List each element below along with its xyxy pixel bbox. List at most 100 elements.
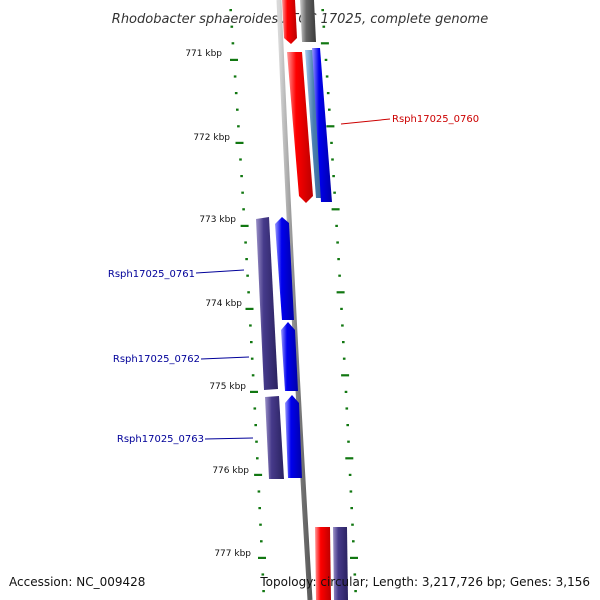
left-ruler-tick — [254, 424, 257, 427]
right-ruler-tick — [341, 324, 344, 327]
tick-label-773: 773 kbp — [199, 215, 236, 225]
left-scale-ruler — [229, 9, 266, 593]
left-ruler-tick — [240, 175, 243, 178]
right-ruler-tick — [330, 141, 333, 144]
genome-backbone — [276, 0, 313, 600]
left-ruler-tick — [253, 407, 257, 410]
gene-label-0762[interactable]: Rsph17025_0762 — [113, 354, 200, 365]
right-ruler-tick — [346, 424, 349, 427]
left-ruler-tick — [250, 357, 254, 360]
right-ruler-tick — [344, 390, 348, 393]
right-ruler-tick — [335, 224, 338, 227]
gene-feature-navy-bottom[interactable] — [333, 527, 348, 600]
right-ruler-tick — [350, 556, 358, 559]
right-ruler-tick — [349, 490, 353, 493]
left-ruler-tick — [258, 556, 266, 559]
leader-line-0762 — [200, 356, 250, 360]
left-ruler-tick — [260, 540, 263, 543]
gene-feature-navy-0763[interactable] — [265, 396, 284, 479]
gene-feature-red-top[interactable] — [282, 0, 297, 44]
left-ruler-tick — [230, 25, 234, 28]
left-ruler-tick — [234, 92, 238, 95]
left-ruler-tick — [249, 324, 252, 327]
genome-title: Rhodobacter sphaeroides ATCC 17025, comp… — [112, 12, 488, 27]
left-ruler-tick — [236, 108, 239, 111]
left-ruler-tick — [262, 590, 265, 593]
gene-label-0761[interactable]: Rsph17025_0761 — [108, 269, 195, 280]
gene-label-0760[interactable]: Rsph17025_0760 — [392, 114, 479, 125]
topology-label: Topology: circular; Length: 3,217,726 bp… — [259, 575, 590, 589]
left-ruler-tick — [258, 507, 261, 510]
right-ruler-tick — [336, 291, 345, 294]
right-ruler-tick — [324, 58, 328, 61]
left-ruler-tick — [237, 125, 240, 128]
left-ruler-tick — [250, 390, 258, 393]
right-scale-ruler — [320, 9, 358, 593]
right-ruler-tick — [336, 241, 339, 244]
gene-cluster-middle — [256, 217, 302, 479]
gene-feature-grey-top[interactable] — [300, 0, 316, 42]
gene-feature-blue-0762[interactable] — [281, 322, 298, 391]
right-ruler-tick — [338, 274, 341, 277]
leader-line-0761 — [195, 269, 245, 274]
left-ruler-tick — [240, 224, 249, 227]
right-ruler-tick — [352, 540, 355, 543]
left-ruler-tick — [257, 490, 261, 493]
left-ruler-tick — [251, 374, 255, 377]
right-ruler-tick — [322, 25, 326, 28]
gene-feature-blue-0761[interactable] — [275, 217, 294, 320]
left-ruler-tick — [255, 440, 258, 443]
right-ruler-tick — [350, 507, 353, 510]
left-ruler-tick — [244, 241, 247, 244]
gene-cluster-top — [282, 0, 332, 203]
gene-feature-red-bottom[interactable] — [315, 527, 331, 600]
tick-label-772: 772 kbp — [193, 133, 230, 143]
left-ruler-tick — [231, 42, 235, 45]
right-ruler-tick — [337, 258, 340, 261]
right-ruler-tick — [341, 374, 350, 377]
gene-feature-blue-0760[interactable] — [312, 48, 332, 202]
right-ruler-tick — [348, 473, 352, 476]
gene-cluster-bottom — [315, 527, 348, 600]
tick-label-776: 776 kbp — [212, 466, 249, 476]
leader-line-0760 — [340, 118, 391, 125]
right-ruler-tick — [320, 42, 329, 45]
tick-label-771: 771 kbp — [185, 49, 222, 59]
right-ruler-tick — [340, 307, 343, 310]
right-ruler-tick — [342, 357, 346, 360]
gene-label-0763[interactable]: Rsph17025_0763 — [117, 434, 204, 445]
tick-labels: 771 kbp 772 kbp 773 kbp 774 kbp 775 kbp … — [185, 49, 251, 559]
right-ruler-tick — [351, 523, 354, 526]
tick-label-774: 774 kbp — [205, 299, 242, 309]
right-ruler-tick — [328, 108, 331, 111]
left-ruler-tick — [230, 58, 238, 61]
right-ruler-tick — [354, 590, 357, 593]
right-ruler-tick — [325, 75, 329, 78]
gene-feature-blue-0763[interactable] — [285, 395, 302, 478]
left-ruler-tick — [242, 208, 245, 211]
right-ruler-tick — [326, 125, 335, 128]
tick-label-777: 777 kbp — [214, 549, 251, 559]
right-ruler-tick — [345, 407, 349, 410]
accession-label: Accession: NC_009428 — [9, 575, 145, 589]
left-ruler-tick — [239, 158, 242, 161]
right-ruler-tick — [353, 573, 357, 576]
left-ruler-tick — [245, 307, 254, 310]
gene-label-leaders — [195, 118, 391, 440]
left-ruler-tick — [229, 9, 232, 12]
gene-feature-red-0760a[interactable] — [287, 52, 313, 203]
gene-feature-navy-0761[interactable] — [256, 217, 278, 390]
right-ruler-tick — [332, 175, 335, 178]
left-ruler-tick — [247, 291, 250, 294]
left-ruler-tick — [246, 274, 249, 277]
right-ruler-tick — [331, 208, 340, 211]
right-ruler-tick — [331, 158, 334, 161]
gene-labels: Rsph17025_0760 Rsph17025_0761 Rsph17025_… — [108, 114, 479, 445]
tick-label-775: 775 kbp — [209, 382, 246, 392]
right-ruler-tick — [347, 440, 350, 443]
left-ruler-tick — [256, 457, 259, 460]
left-ruler-tick — [261, 573, 265, 576]
right-ruler-tick — [321, 9, 324, 12]
